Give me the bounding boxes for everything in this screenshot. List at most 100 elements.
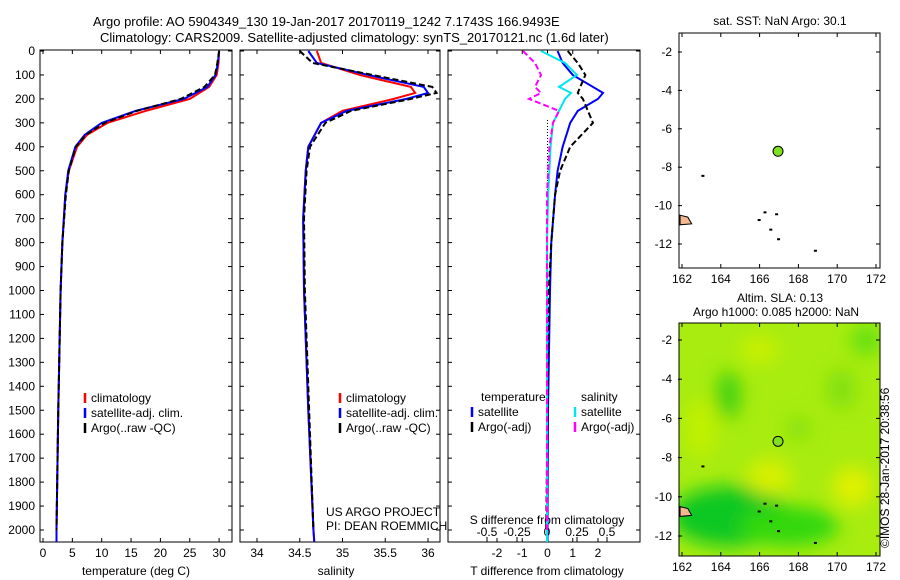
map4-lon-tick-label: 166 <box>750 560 770 574</box>
salinity-panel-frame <box>239 49 441 543</box>
island-sla <box>777 530 781 533</box>
depth-tick-label: 300 <box>15 116 35 130</box>
map4-lat-tick-label: -4 <box>661 372 672 386</box>
temperature-x-tick-label: 15 <box>124 546 138 560</box>
sla-blob <box>827 369 856 409</box>
sla-map-title-1: Altim. SLA: 0.13 <box>737 291 823 305</box>
t-diff-x-tick-label: -1 <box>517 546 528 560</box>
depth-tick-label: 2000 <box>8 523 35 537</box>
title-line-1: Argo profile: AO 5904349_130 19-Jan-2017… <box>93 14 560 29</box>
salinity-x-tick-label: 34 <box>250 546 264 560</box>
depth-tick-label: 600 <box>15 188 35 202</box>
depth-tick-label: 1700 <box>8 451 35 465</box>
sla-map-frame <box>678 322 881 557</box>
map4-lat-tick-label: -12 <box>655 529 673 543</box>
depth-tick-label: 1200 <box>8 331 35 345</box>
map3-lon-tick-label: 166 <box>750 272 770 286</box>
salinity-x-tick-label: 34.5 <box>288 546 312 560</box>
island-sst <box>769 228 773 231</box>
island-sst <box>775 213 779 216</box>
map3-lon-tick-label: 164 <box>711 272 731 286</box>
sla-field <box>679 323 880 556</box>
coastline-sst <box>679 214 693 226</box>
s-diff-tick-label: 0.25 <box>565 525 589 539</box>
map4-lon-tick-label: 172 <box>866 560 886 574</box>
s-diff-tick-label: 0.5 <box>599 525 616 539</box>
map3-lat-tick-label: -10 <box>655 199 673 213</box>
map3-lat-tick-label: -8 <box>661 160 672 174</box>
map3-lon-tick-label: 172 <box>866 272 886 286</box>
island-sst <box>757 219 761 222</box>
island-sst <box>777 238 781 241</box>
depth-tick-label: 800 <box>15 236 35 250</box>
title-line-2: Climatology: CARS2009. Satellite-adjuste… <box>100 30 609 45</box>
depth-tick-label: 700 <box>15 212 35 226</box>
salinity-legend-label: Argo(..raw -QC) <box>346 421 431 435</box>
t-diff-x-tick-label: 0 <box>544 546 551 560</box>
temperature-x-tick-label: 30 <box>212 546 226 560</box>
sla-blob <box>685 398 718 459</box>
salinity-x-tick-label: 35.5 <box>374 546 398 560</box>
island-sst <box>813 249 817 252</box>
island-sla <box>763 502 767 505</box>
sla-blob <box>716 370 741 419</box>
sla-blob <box>786 418 811 439</box>
argo-location-marker <box>772 435 784 447</box>
depth-tick-label: 100 <box>15 68 35 82</box>
temperature-x-label: temperature (deg C) <box>82 564 190 578</box>
temperature-legend-label: climatology <box>91 391 151 405</box>
map4-lat-tick-label: -6 <box>661 411 672 425</box>
salinity-legend-label: satellite-adj. clim. <box>346 406 438 420</box>
temperature-line-2 <box>55 50 221 531</box>
map3-lon-tick-label: 170 <box>827 272 847 286</box>
difference-line-1 <box>545 50 595 531</box>
depth-tick-label: 200 <box>15 92 35 106</box>
sla-blob <box>832 467 873 507</box>
salinity-line-1 <box>302 50 430 543</box>
t-diff-x-tick-label: -2 <box>492 546 503 560</box>
map4-lon-tick-label: 170 <box>827 560 847 574</box>
temperature-legend-label: Argo(..raw -QC) <box>91 421 176 435</box>
s-diff-legend-label: satellite <box>581 405 622 419</box>
map4-lat-tick-label: -10 <box>655 490 673 504</box>
depth-tick-label: 1800 <box>8 475 35 489</box>
temperature-x-tick-label: 10 <box>95 546 109 560</box>
s-diff-tick-label: -0.25 <box>503 525 531 539</box>
temperature-x-tick-label: 20 <box>154 546 168 560</box>
map3-lon-tick-label: 168 <box>788 272 808 286</box>
island-sst <box>701 174 705 177</box>
depth-tick-label: 1000 <box>8 284 35 298</box>
argo-location-marker <box>772 145 784 157</box>
map3-lon-tick-label: 162 <box>672 272 692 286</box>
depth-tick-label: 1600 <box>8 427 35 441</box>
map4-lat-tick-label: -2 <box>661 333 672 347</box>
depth-tick-label: 1400 <box>8 379 35 393</box>
difference-line-3 <box>522 50 561 530</box>
depth-tick-label: 500 <box>15 164 35 178</box>
t-diff-x-tick-label: 2 <box>595 546 602 560</box>
island-sla <box>757 510 761 513</box>
s-diff-legend-label: Argo(-adj) <box>581 420 634 434</box>
t-diff-x-label: T difference from climatology <box>470 564 624 578</box>
island-sla <box>813 541 817 544</box>
salinity-x-tick-label: 35 <box>336 546 350 560</box>
map4-lon-tick-label: 168 <box>788 560 808 574</box>
pi-annotation: PI: DEAN ROEMMICH <box>326 519 447 533</box>
island-sla <box>775 504 779 507</box>
t-diff-legend-label: Argo(-adj) <box>478 420 531 434</box>
salinity-line-2 <box>299 50 439 531</box>
map3-lat-tick-label: -4 <box>661 83 672 97</box>
salinity-x-tick-label: 36 <box>421 546 435 560</box>
temperature-x-tick-label: 0 <box>40 546 47 560</box>
sst-map-frame <box>678 32 881 269</box>
salinity-x-label: salinity <box>318 564 355 578</box>
temperature-x-tick-label: 25 <box>183 546 197 560</box>
depth-tick-label: 1900 <box>8 499 35 513</box>
map4-lon-tick-label: 162 <box>672 560 692 574</box>
temperature-line-0 <box>55 50 221 542</box>
legend-title-temperature: temperature <box>481 390 546 404</box>
sst-map-title: sat. SST: NaN Argo: 30.1 <box>713 14 847 28</box>
sla-blob <box>738 506 839 547</box>
